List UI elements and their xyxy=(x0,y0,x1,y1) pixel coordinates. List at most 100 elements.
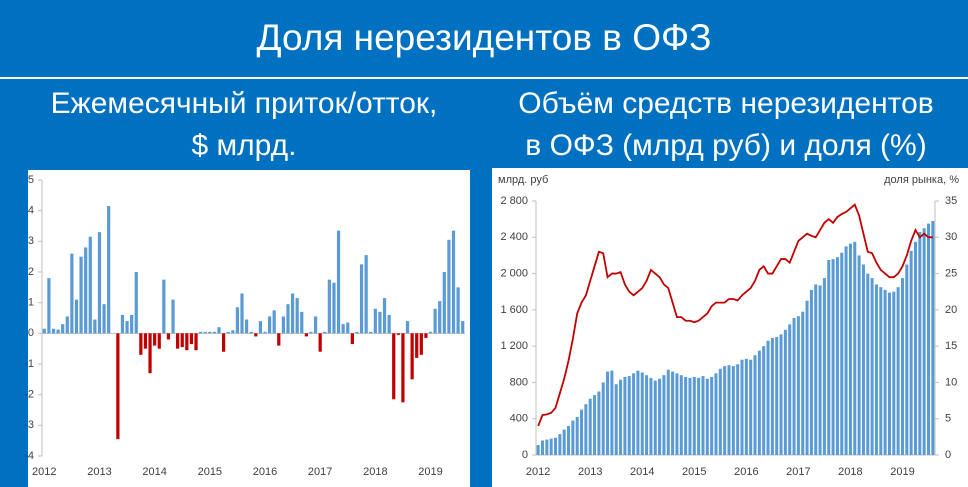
bar xyxy=(107,206,111,334)
y2-tick-label: 5 xyxy=(945,413,951,425)
y-tick-label: 1 xyxy=(28,297,34,309)
bar xyxy=(874,284,878,455)
y-tick-label: -2 xyxy=(24,389,34,401)
bar xyxy=(905,264,909,455)
bar xyxy=(369,331,373,334)
bar xyxy=(199,331,203,334)
bar xyxy=(649,377,653,455)
y-tick-label: 2 xyxy=(28,266,34,278)
bar xyxy=(212,331,217,334)
bar xyxy=(562,429,566,455)
bar xyxy=(120,314,125,334)
bar xyxy=(309,331,313,334)
bar xyxy=(666,369,670,455)
bar xyxy=(749,359,753,455)
bar xyxy=(451,230,456,334)
bar xyxy=(387,314,391,334)
bar xyxy=(909,250,913,455)
bar xyxy=(619,379,623,455)
y-tick-label: 5 xyxy=(28,174,34,186)
bar xyxy=(610,370,614,455)
bar xyxy=(684,376,688,455)
bar xyxy=(51,328,56,334)
x-tick-label: 2014 xyxy=(142,466,166,478)
bar xyxy=(866,273,870,455)
bar xyxy=(143,333,148,349)
left-subtitle: Ежемесячный приток/отток, xyxy=(51,87,438,120)
bar xyxy=(627,376,631,455)
y-tick-label: 0 xyxy=(522,449,528,461)
bar xyxy=(900,278,904,455)
bar xyxy=(857,255,861,455)
bar xyxy=(571,420,575,455)
x-tick-label: 2015 xyxy=(198,466,222,478)
bar xyxy=(840,252,844,455)
x-tick-label: 2017 xyxy=(786,466,810,478)
bar xyxy=(116,333,120,440)
bar xyxy=(65,316,69,334)
bar xyxy=(350,333,354,345)
bar xyxy=(736,364,740,455)
bar xyxy=(88,236,92,334)
x-tick-label: 2018 xyxy=(838,466,862,478)
bar xyxy=(545,439,549,455)
bar xyxy=(346,322,350,334)
bar xyxy=(295,298,299,334)
x-tick-label: 2016 xyxy=(253,466,277,478)
y-tick-label: 2 000 xyxy=(500,267,528,279)
bar xyxy=(231,330,235,334)
bar xyxy=(731,366,735,455)
bar xyxy=(632,373,636,455)
bar xyxy=(226,331,230,334)
bar xyxy=(97,232,102,334)
bar xyxy=(701,376,705,455)
bar xyxy=(779,334,783,455)
bar xyxy=(692,376,696,455)
y-tick-label: 2 400 xyxy=(500,231,528,243)
bar xyxy=(272,310,276,334)
bar xyxy=(419,333,423,355)
bar xyxy=(827,259,831,455)
bar xyxy=(263,331,267,334)
bar xyxy=(249,331,253,334)
y-tick-label: 4 xyxy=(28,205,34,217)
bar xyxy=(373,308,377,334)
bar xyxy=(359,264,364,334)
bar xyxy=(809,289,813,455)
bar xyxy=(671,371,675,455)
x-tick-label: 2013 xyxy=(87,466,111,478)
bar xyxy=(235,307,240,334)
bar xyxy=(818,285,822,455)
bar xyxy=(623,376,627,455)
bar xyxy=(300,311,304,334)
x-tick-label: 2019 xyxy=(890,466,914,478)
bar xyxy=(788,324,792,455)
bar xyxy=(675,373,679,455)
bar xyxy=(93,319,97,334)
bar xyxy=(240,293,244,334)
bar xyxy=(558,434,562,455)
bar xyxy=(744,358,748,455)
bar xyxy=(705,378,709,455)
bar xyxy=(171,299,175,334)
bar xyxy=(130,314,134,334)
bar xyxy=(79,256,83,334)
bar xyxy=(753,355,757,455)
bar xyxy=(208,331,212,334)
bar xyxy=(697,377,701,455)
bar xyxy=(718,368,722,455)
bar xyxy=(658,378,662,455)
x-tick-label: 2016 xyxy=(734,466,758,478)
x-tick-label: 2012 xyxy=(32,466,56,478)
x-tick-label: 2015 xyxy=(682,466,706,478)
bar xyxy=(447,239,451,334)
bar xyxy=(645,375,649,455)
x-tick-label: 2017 xyxy=(308,466,332,478)
bar xyxy=(428,331,433,334)
bar xyxy=(844,246,848,455)
bar xyxy=(134,272,138,334)
slide-title: Доля нерезидентов в ОФЗ xyxy=(257,17,712,58)
bar xyxy=(887,292,891,455)
bar xyxy=(922,228,926,455)
bar xyxy=(410,333,414,380)
